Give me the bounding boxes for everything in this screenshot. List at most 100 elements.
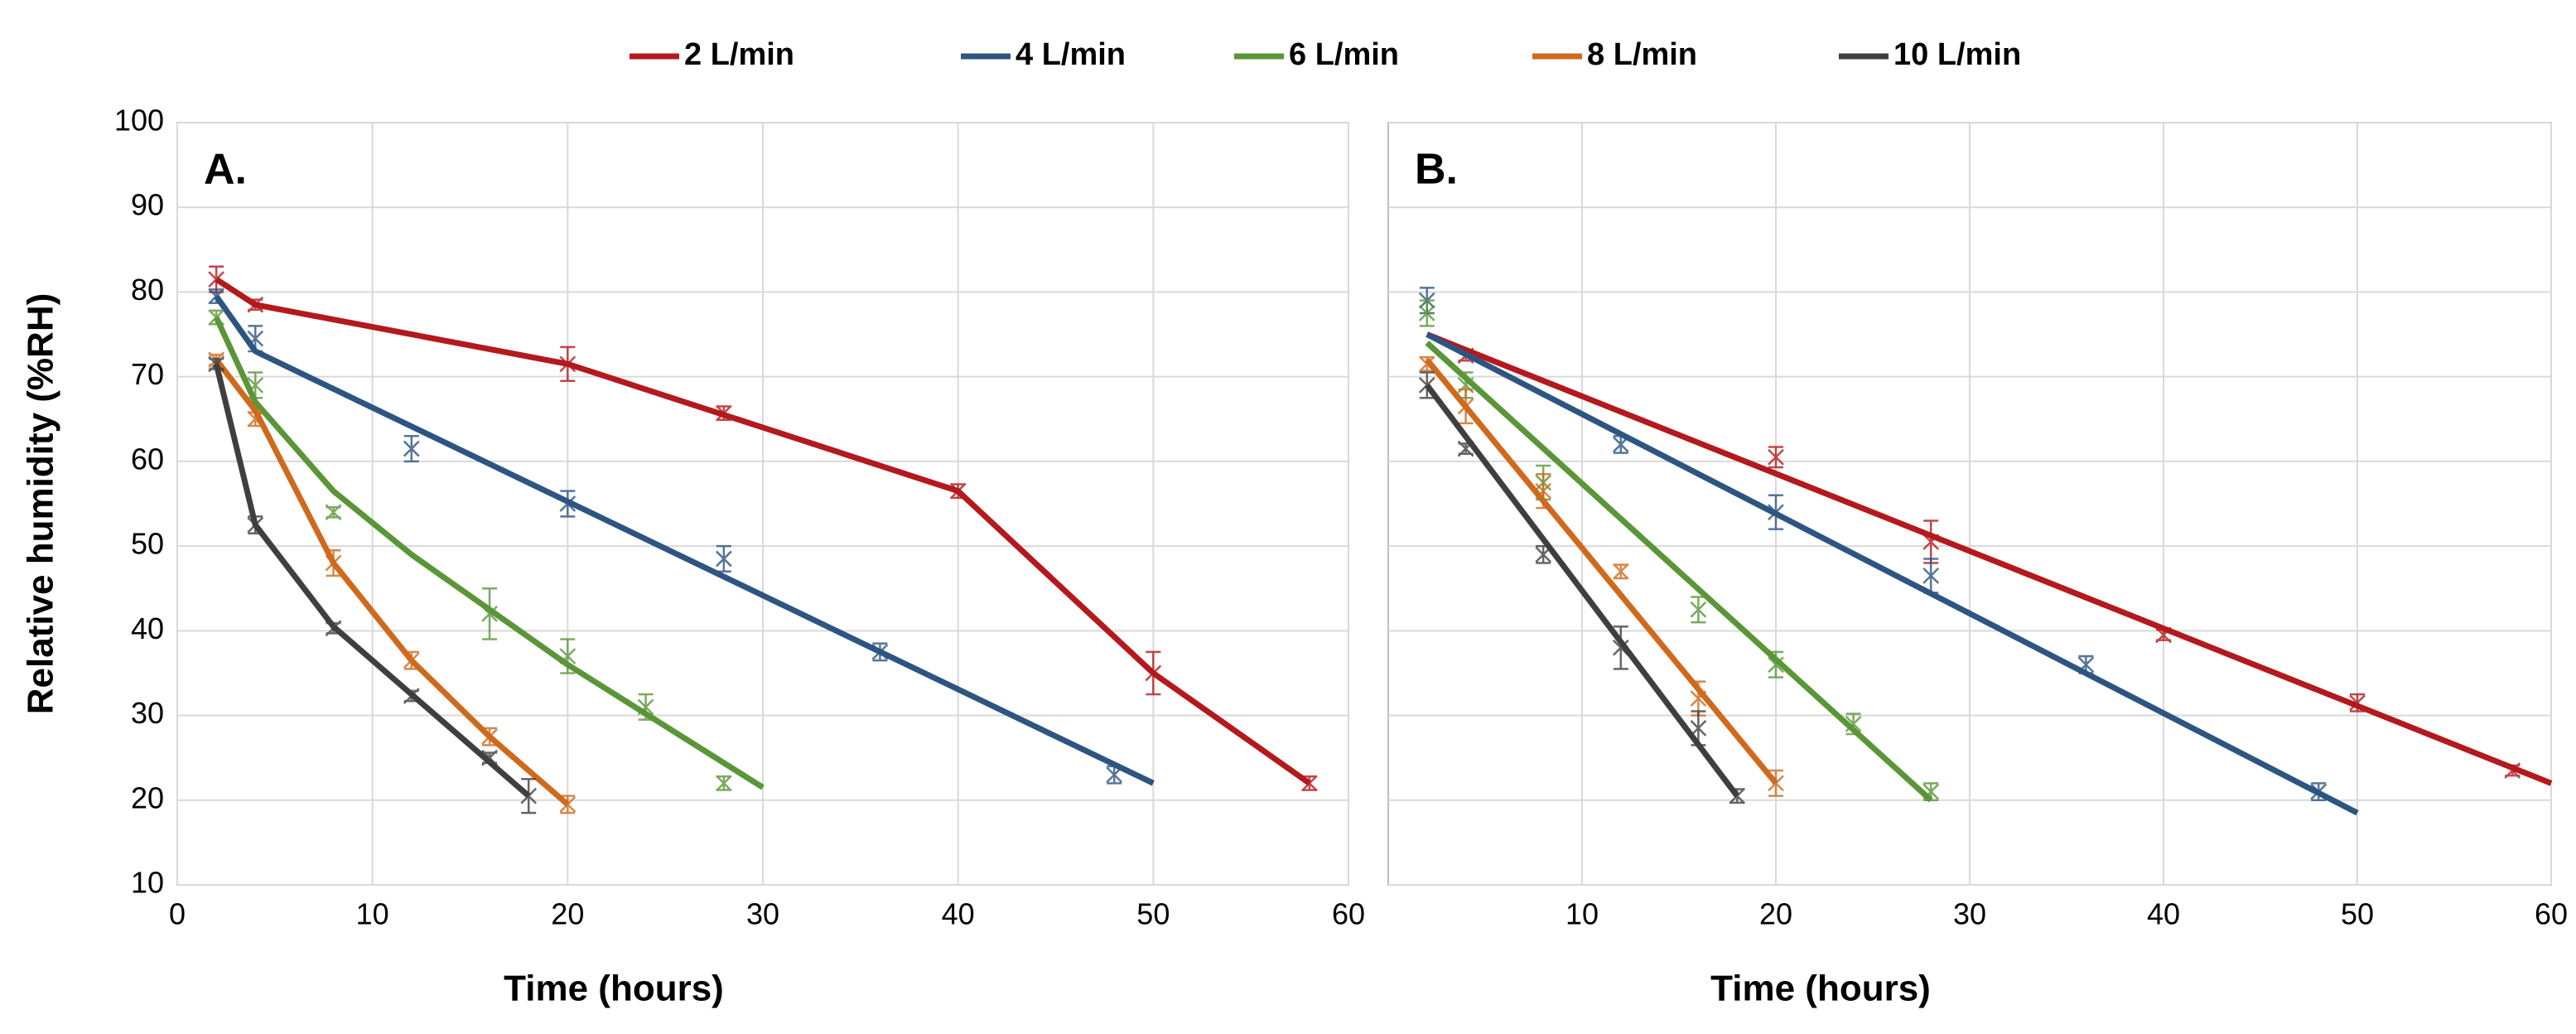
- marker: [208, 309, 225, 326]
- fit-line: [1425, 357, 1778, 785]
- data-point: [1729, 787, 1746, 804]
- marker: [1612, 639, 1629, 656]
- marker: [1418, 377, 1435, 394]
- marker: [715, 404, 732, 422]
- data-point: [1768, 494, 1784, 530]
- y-tick-label: 30: [131, 696, 164, 730]
- y-tick-label: 40: [131, 611, 164, 645]
- marker: [559, 796, 576, 813]
- data-point: [1106, 765, 1123, 785]
- marker: [559, 355, 576, 373]
- data-point: [403, 650, 420, 670]
- data-point: [1922, 558, 1940, 594]
- data-point: [208, 287, 225, 305]
- marker: [208, 271, 225, 287]
- marker: [1729, 787, 1746, 804]
- fit-line: [1425, 383, 1739, 798]
- legend-label: 8 L/min: [1587, 37, 1697, 72]
- y-axis-title: Relative humidity (%RH): [21, 293, 61, 715]
- data-point: [481, 749, 498, 766]
- data-point: [1418, 371, 1435, 399]
- marker: [2349, 694, 2366, 712]
- x-tick-label: 0: [169, 897, 186, 931]
- marker: [403, 440, 420, 457]
- marker: [1418, 355, 1435, 373]
- marker: [1106, 766, 1123, 783]
- data-point: [871, 642, 889, 662]
- y-tick-label: 80: [131, 273, 164, 307]
- data-point: [1768, 769, 1784, 797]
- data-point: [1690, 710, 1707, 747]
- data-point: [247, 325, 264, 353]
- data-point: [1690, 596, 1707, 624]
- marker: [1612, 436, 1629, 453]
- data-point: [403, 688, 420, 704]
- marker: [715, 775, 732, 792]
- x-tick-label: 10: [356, 897, 389, 931]
- data-point: [247, 515, 264, 535]
- data-point: [1768, 446, 1784, 469]
- fit-line: [1425, 341, 1933, 803]
- marker: [325, 620, 342, 637]
- data-point: [715, 775, 732, 792]
- data-point: [2155, 626, 2172, 644]
- marker: [325, 554, 342, 572]
- x-tick-label: 50: [1136, 897, 1170, 931]
- marker: [1145, 664, 1162, 682]
- marker: [247, 516, 264, 534]
- legend-label: 6 L/min: [1289, 37, 1399, 72]
- data-point: [208, 355, 225, 373]
- x-tick-label: 30: [1953, 897, 1986, 931]
- marker: [637, 698, 654, 716]
- marker: [2155, 626, 2172, 644]
- x-tick-label: 20: [1759, 897, 1792, 931]
- data-point: [208, 309, 225, 326]
- data-point: [1922, 782, 1940, 802]
- marker: [1845, 715, 1862, 732]
- y-tick-label: 70: [131, 357, 164, 391]
- marker: [2077, 656, 2095, 674]
- data-point: [1535, 472, 1552, 510]
- x-tick-label: 20: [551, 897, 584, 931]
- data-point: [1300, 775, 1318, 792]
- x-tick-label: 40: [2147, 897, 2180, 931]
- data-point: [1145, 650, 1162, 696]
- marker: [715, 550, 732, 568]
- marker: [208, 287, 225, 305]
- legend-label: 4 L/min: [1015, 37, 1126, 72]
- data-point: [325, 504, 342, 521]
- marker: [1690, 690, 1707, 707]
- marker: [325, 504, 342, 521]
- x-axis-title: Time (hours): [504, 969, 724, 1009]
- x-tick-label: 50: [2341, 897, 2374, 931]
- data-point: [2310, 782, 2328, 802]
- data-point: [325, 620, 342, 637]
- marker: [1690, 601, 1707, 618]
- fit-line: [214, 358, 570, 807]
- data-point: [403, 434, 420, 463]
- marker: [1922, 568, 1940, 584]
- marker: [1690, 720, 1707, 737]
- marker: [1922, 534, 1940, 550]
- y-tick-label: 10: [131, 866, 164, 900]
- marker: [1768, 504, 1784, 521]
- legend-label: 10 L/min: [1893, 37, 2021, 72]
- marker: [2310, 783, 2328, 800]
- marker: [481, 606, 498, 622]
- data-point: [1612, 563, 1629, 580]
- marker: [247, 410, 264, 428]
- y-tick-label: 20: [131, 780, 164, 814]
- marker: [1768, 775, 1784, 792]
- x-tick-label: 60: [2535, 897, 2568, 931]
- panel-label: A.: [204, 146, 247, 194]
- marker: [208, 355, 225, 373]
- marker: [1768, 448, 1784, 466]
- data-point: [1922, 519, 1940, 564]
- y-tick-label: 60: [131, 442, 164, 476]
- data-point: [1612, 434, 1629, 454]
- marker: [403, 652, 420, 669]
- data-point: [325, 548, 342, 577]
- marker: [403, 688, 420, 704]
- data-point: [1418, 299, 1435, 327]
